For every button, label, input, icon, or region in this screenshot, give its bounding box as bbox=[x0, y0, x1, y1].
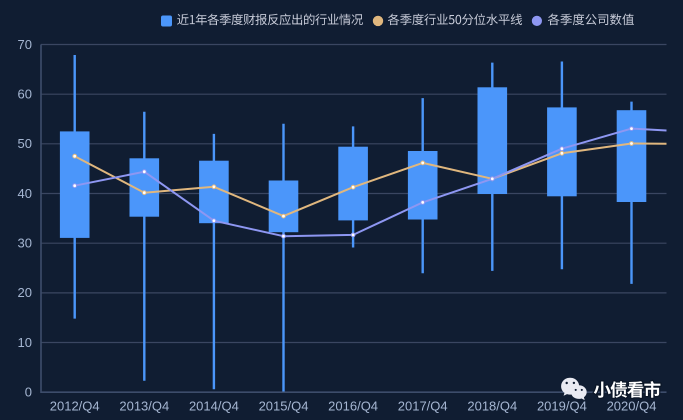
svg-text:2016/Q4: 2016/Q4 bbox=[328, 398, 378, 413]
svg-text:2012/Q4: 2012/Q4 bbox=[50, 398, 100, 413]
svg-text:20: 20 bbox=[18, 285, 32, 300]
svg-text:2014/Q4: 2014/Q4 bbox=[189, 398, 239, 413]
svg-text:40: 40 bbox=[18, 186, 32, 201]
svg-text:30: 30 bbox=[18, 236, 32, 251]
svg-text:10: 10 bbox=[18, 335, 32, 350]
svg-text:50: 50 bbox=[18, 136, 32, 151]
svg-text:2018/Q4: 2018/Q4 bbox=[467, 398, 517, 413]
svg-text:70: 70 bbox=[18, 37, 32, 52]
svg-text:2015/Q4: 2015/Q4 bbox=[259, 398, 309, 413]
svg-text:2020/Q4: 2020/Q4 bbox=[607, 398, 657, 413]
svg-text:0: 0 bbox=[25, 385, 32, 400]
svg-text:60: 60 bbox=[18, 87, 32, 102]
svg-text:2013/Q4: 2013/Q4 bbox=[119, 398, 169, 413]
svg-text:2019/Q4: 2019/Q4 bbox=[537, 398, 587, 413]
svg-text:2017/Q4: 2017/Q4 bbox=[398, 398, 448, 413]
